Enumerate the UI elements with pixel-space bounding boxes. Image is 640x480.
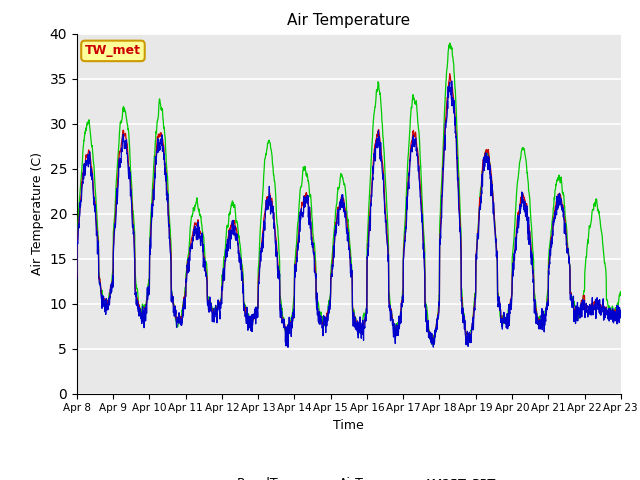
AirT: [284, 345, 292, 350]
Line: AirT: AirT: [77, 81, 621, 348]
AirT: [376, 145, 384, 151]
AirT: [365, 244, 372, 250]
Title: Air Temperature: Air Temperature: [287, 13, 410, 28]
AirT: [73, 276, 81, 282]
PanelT: [446, 71, 454, 77]
Line: AM25T_PRT: AM25T_PRT: [77, 43, 621, 345]
Line: PanelT: PanelT: [77, 74, 621, 342]
X-axis label: Time: Time: [333, 419, 364, 432]
PanelT: [584, 306, 592, 312]
PanelT: [376, 140, 384, 145]
PanelT: [570, 300, 577, 306]
AirT: [584, 311, 592, 317]
Legend: PanelT, AirT, AM25T_PRT: PanelT, AirT, AM25T_PRT: [197, 472, 500, 480]
PanelT: [73, 275, 81, 280]
PanelT: [365, 239, 372, 244]
AirT: [617, 308, 625, 313]
AM25T_PRT: [584, 236, 592, 242]
AM25T_PRT: [225, 221, 232, 227]
AirT: [448, 78, 456, 84]
Text: TW_met: TW_met: [85, 44, 141, 58]
AM25T_PRT: [446, 40, 454, 46]
PanelT: [225, 233, 232, 239]
PanelT: [429, 339, 437, 345]
AM25T_PRT: [570, 302, 577, 308]
AirT: [508, 296, 515, 302]
AM25T_PRT: [365, 216, 372, 222]
AM25T_PRT: [73, 269, 81, 275]
AM25T_PRT: [429, 342, 436, 348]
AirT: [225, 238, 232, 243]
PanelT: [617, 309, 625, 315]
AM25T_PRT: [617, 289, 625, 295]
Y-axis label: Air Temperature (C): Air Temperature (C): [31, 152, 44, 275]
AirT: [570, 300, 577, 306]
AM25T_PRT: [376, 90, 384, 96]
AM25T_PRT: [508, 300, 515, 305]
PanelT: [508, 295, 515, 301]
